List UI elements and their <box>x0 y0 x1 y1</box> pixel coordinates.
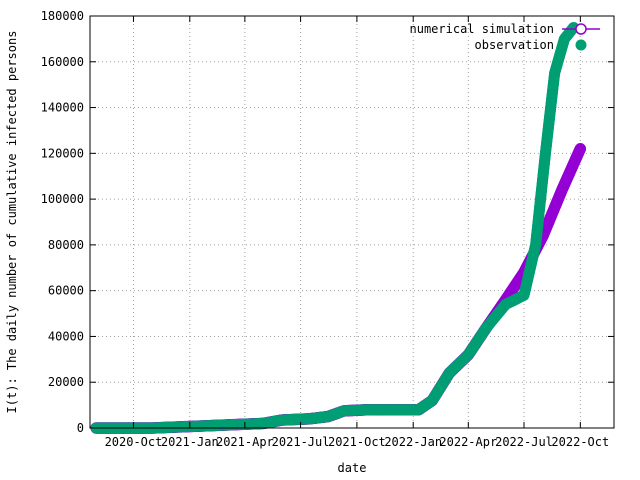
ticks: 0 20000 40000 60000 80000 100000 120000 140000 1… <box>41 9 614 449</box>
y-tick-label: 80000 <box>48 238 84 252</box>
x-tick-label: 2021-Jan <box>161 435 219 449</box>
y-tick-label: 120000 <box>41 146 84 160</box>
series-observation <box>90 21 580 434</box>
y-tick-label: 100000 <box>41 192 84 206</box>
legend-marker-simulation <box>575 23 587 35</box>
legend-marker-observation <box>575 39 587 51</box>
y-tick-label: 40000 <box>48 329 84 343</box>
x-tick-label: 2020-Oct <box>105 435 163 449</box>
x-tick-label: 2022-Jul <box>495 435 553 449</box>
x-tick-label: 2021-Apr <box>216 435 274 449</box>
y-axis-label: I(t): The daily number of cumulative inf… <box>5 31 19 414</box>
y-tick-label: 20000 <box>48 375 84 389</box>
x-tick-label: 2022-Apr <box>439 435 497 449</box>
legend-label-observation: observation <box>475 38 554 52</box>
simulation-point <box>574 143 587 155</box>
x-tick-label: 2022-Jan <box>384 435 442 449</box>
x-tick-label: 2022-Oct <box>551 435 609 449</box>
y-tick-label: 160000 <box>41 55 84 69</box>
y-tick-label: 0 <box>77 421 84 435</box>
plot-frame <box>89 15 615 429</box>
y-tick-label: 180000 <box>41 9 84 23</box>
x-axis-label: date <box>338 461 367 475</box>
legend: numerical simulation observation <box>410 22 600 52</box>
y-tick-label: 140000 <box>41 101 84 115</box>
series-numerical-simulation <box>90 143 587 434</box>
x-tick-label: 2021-Jul <box>272 435 330 449</box>
legend-label-simulation: numerical simulation <box>410 22 555 36</box>
series-layer <box>90 21 587 434</box>
y-tick-label: 60000 <box>48 284 84 298</box>
x-tick-label: 2021-Oct <box>328 435 386 449</box>
